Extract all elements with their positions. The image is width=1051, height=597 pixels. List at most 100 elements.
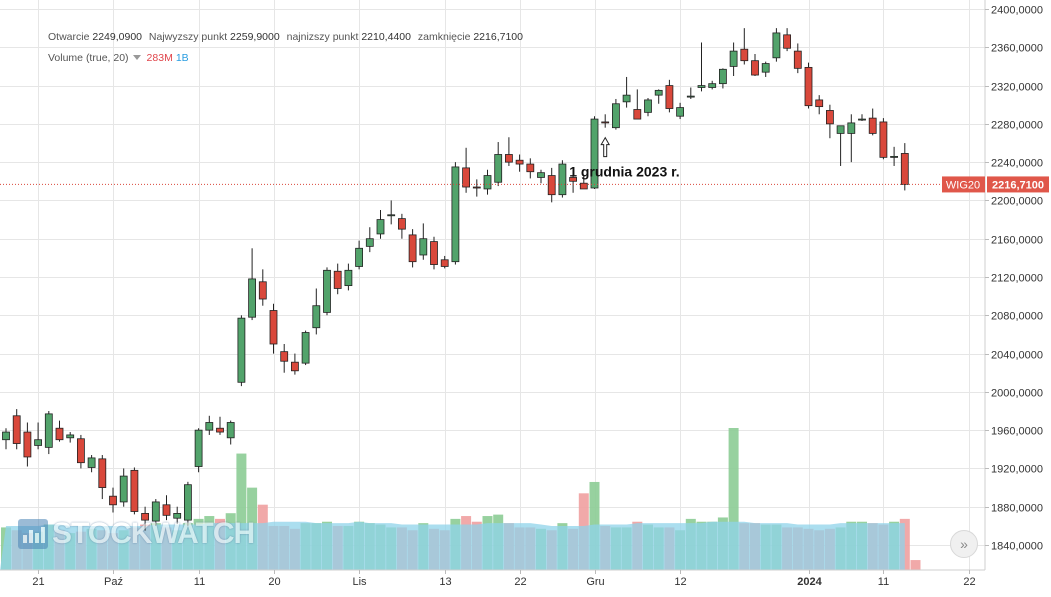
candle-body xyxy=(344,269,353,287)
y-tick-label: 2160,0000 xyxy=(991,235,1043,247)
candle-body xyxy=(162,504,171,516)
candle-body xyxy=(44,413,53,448)
price-tag-value-bg xyxy=(987,176,1049,193)
candle-body xyxy=(622,94,631,103)
y-tick-label: 2000,0000 xyxy=(991,388,1043,400)
x-tick-label: 21 xyxy=(32,576,44,588)
candle-body xyxy=(333,270,342,289)
y-tick-label: 1880,0000 xyxy=(991,503,1043,515)
candle-body xyxy=(633,109,642,120)
candle-body xyxy=(173,513,182,519)
candlesticks xyxy=(2,28,909,531)
candle-body xyxy=(440,259,449,267)
candle-body xyxy=(654,89,663,96)
candle-body xyxy=(665,85,674,109)
close-label: zamknięcie xyxy=(417,31,471,43)
high-value: 2259,9000 xyxy=(230,31,280,43)
candle-body xyxy=(237,317,246,383)
candle-body xyxy=(644,99,652,113)
candle-body xyxy=(504,154,513,163)
candle-body xyxy=(12,415,21,444)
open-label: Otwarcie xyxy=(48,31,90,43)
candle-body xyxy=(183,484,192,521)
candle-body xyxy=(55,427,64,441)
candle-body xyxy=(2,431,10,441)
candle-body xyxy=(408,234,417,263)
candle-body xyxy=(569,177,577,182)
candle-body xyxy=(558,163,567,196)
candle-body xyxy=(451,166,460,263)
low-value: 2210,4400 xyxy=(361,31,411,43)
candle-body xyxy=(312,305,321,329)
time-axis[interactable]: 21 Paź 11 20 Lis 13 22 Gru 12 2024 11 22 xyxy=(32,570,976,588)
annotation-arrow-icon xyxy=(600,136,611,158)
candle-body xyxy=(719,68,727,85)
x-tick-label: 12 xyxy=(674,576,686,588)
y-tick-label: 2320,0000 xyxy=(991,82,1043,94)
chevron-down-icon[interactable] xyxy=(132,55,141,61)
candle-body xyxy=(376,219,385,235)
y-tick-label: 2360,0000 xyxy=(991,43,1043,55)
y-tick-label: 2080,0000 xyxy=(991,311,1043,323)
candle-body xyxy=(761,63,770,73)
price-tag-symbol-bg xyxy=(942,176,985,193)
candle-body xyxy=(772,32,781,59)
candle-body xyxy=(419,238,428,256)
high-label: Najwyzszy punkt xyxy=(148,31,228,43)
x-tick-label: 11 xyxy=(878,576,889,588)
candle-body xyxy=(826,110,834,125)
candle-body xyxy=(547,175,556,196)
price-axis[interactable]: 2400,0000 2360,0000 2320,0000 2280,0000 2240… xyxy=(985,5,1043,553)
candle-body xyxy=(355,247,364,267)
y-tick-label: 2120,0000 xyxy=(991,273,1043,285)
candle-body xyxy=(793,50,802,69)
volume-bar xyxy=(910,560,921,570)
candle-body xyxy=(483,175,492,190)
candle-body xyxy=(301,332,310,364)
candle-body xyxy=(365,238,374,247)
candle-body xyxy=(87,457,96,468)
scroll-to-realtime-button[interactable]: » xyxy=(950,530,978,558)
candle-body xyxy=(868,117,877,134)
candle-body xyxy=(740,48,749,62)
candle-body xyxy=(226,422,235,439)
y-tick-label: 1920,0000 xyxy=(991,464,1043,476)
candle-body xyxy=(472,186,481,189)
volume-ma-area xyxy=(0,521,905,570)
logo-text: STOCKWATCH xyxy=(52,517,255,550)
candle-body xyxy=(815,99,824,108)
candle-body xyxy=(258,281,267,300)
ohlc-legend: Otwarcie 2249,0900 Najwyzszy punkt 2259,… xyxy=(48,31,527,43)
candle-body xyxy=(900,153,909,185)
logo-bars-icon xyxy=(18,519,48,549)
y-tick-label: 2040,0000 xyxy=(991,350,1043,362)
candle-body xyxy=(430,241,438,265)
x-tick-label: 11 xyxy=(194,576,205,588)
candle-body xyxy=(462,167,471,188)
candle-body xyxy=(269,310,278,345)
candle-body xyxy=(248,278,257,318)
volume-bar xyxy=(236,453,247,570)
y-tick-label: 2280,0000 xyxy=(991,120,1043,132)
candle-body xyxy=(751,60,759,76)
candle-body xyxy=(879,121,888,158)
x-tick-label: 22 xyxy=(963,576,975,588)
candle-body xyxy=(601,121,610,124)
candle-body xyxy=(194,429,203,467)
open-value: 2249,0900 xyxy=(92,31,142,43)
candle-body xyxy=(729,50,738,67)
volume-ma-value: 1B xyxy=(175,52,189,64)
double-chevron-right-icon: » xyxy=(960,536,968,552)
y-tick-label: 1960,0000 xyxy=(991,426,1043,438)
low-label: najnizszy punkt xyxy=(286,31,359,43)
volume-legend[interactable]: Volume (true, 20) 283M 1B xyxy=(48,52,189,64)
x-tick-label: 20 xyxy=(268,576,280,588)
candle-body xyxy=(66,434,75,439)
volume-value: 283M xyxy=(146,52,173,64)
candle-body xyxy=(23,431,32,458)
y-tick-label: 2400,0000 xyxy=(991,5,1043,17)
candle-body xyxy=(397,218,406,230)
x-tick-label: Gru xyxy=(586,576,604,588)
